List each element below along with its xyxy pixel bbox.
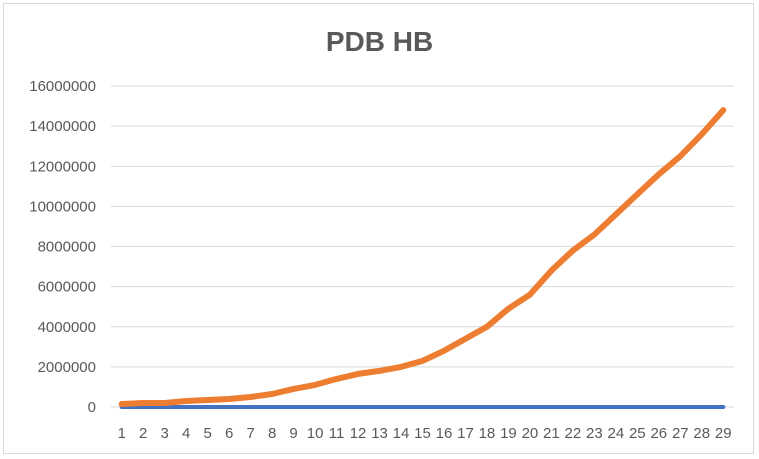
x-tick-label: 13: [371, 425, 388, 442]
x-tick-label: 5: [204, 425, 212, 442]
x-tick-label: 19: [500, 425, 517, 442]
y-tick-label: 12000000: [29, 158, 96, 175]
y-tick-label: 16000000: [29, 78, 96, 95]
x-tick-label: 27: [672, 425, 689, 442]
x-tick-label: 25: [629, 425, 646, 442]
x-tick-label: 24: [608, 425, 625, 442]
x-tick-label: 6: [225, 425, 233, 442]
y-tick-label: 14000000: [29, 118, 96, 135]
x-tick-label: 17: [457, 425, 474, 442]
series-line: [118, 107, 727, 407]
y-tick-label: 8000000: [38, 239, 96, 256]
x-tick-label: 4: [182, 425, 190, 442]
x-tick-label: 26: [650, 425, 667, 442]
x-tick-label: 16: [436, 425, 453, 442]
x-tick-label: 20: [522, 425, 539, 442]
x-tick-label: 29: [715, 425, 732, 442]
x-tick-label: 15: [414, 425, 431, 442]
x-tick-label: 11: [329, 425, 345, 442]
x-tick-label: 1: [118, 425, 126, 442]
x-tick-label: 2: [139, 425, 147, 442]
x-tick-label: 8: [268, 425, 276, 442]
x-tick-label: 23: [586, 425, 603, 442]
y-tick-label: 4000000: [38, 319, 96, 336]
y-tick-label: 0: [88, 399, 96, 416]
x-tick-label: 3: [161, 425, 169, 442]
x-tick-label: 28: [693, 425, 710, 442]
x-tick-label: 10: [307, 425, 324, 442]
y-tick-label: 10000000: [29, 198, 96, 215]
x-tick-label: 21: [543, 425, 560, 442]
x-tick-label: 14: [393, 425, 410, 442]
y-tick-label: 2000000: [38, 359, 96, 376]
x-tick-label: 12: [350, 425, 367, 442]
chart-frame: [3, 3, 754, 454]
chart-title: PDB HB: [325, 26, 434, 57]
x-tick-label: 22: [565, 425, 582, 442]
x-tick-label: 7: [246, 425, 254, 442]
x-tick-label: 9: [289, 425, 297, 442]
x-tick-label: 18: [479, 425, 496, 442]
y-tick-label: 6000000: [38, 279, 96, 296]
